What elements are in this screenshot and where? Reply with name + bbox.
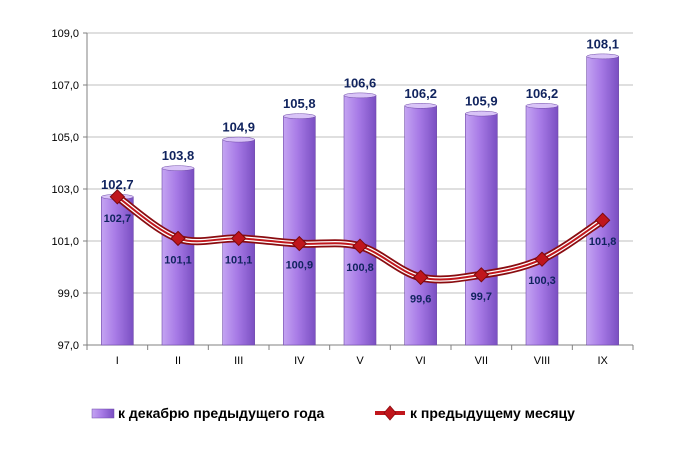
bar <box>586 56 619 346</box>
line-data-label: 102,7 <box>104 213 132 225</box>
line-data-label: 100,9 <box>286 260 314 272</box>
y-tick-label: 103,0 <box>51 184 79 196</box>
bar-top <box>343 92 377 99</box>
x-tick-label: II <box>175 355 181 367</box>
bar-data-label: 108,1 <box>586 36 619 51</box>
legend-line-label: к предыдущему месяцу <box>410 405 575 421</box>
bar-data-label: 106,2 <box>404 86 437 101</box>
bar-data-label: 106,2 <box>526 86 559 101</box>
data-labels: 102,7 103,8 104,9 105,8 106,6 106,2 105,9 106,2… <box>101 36 619 305</box>
bar <box>343 95 377 346</box>
x-tick-label: VIII <box>534 355 551 367</box>
line-data-label: 100,3 <box>528 275 556 287</box>
x-tick-label: VI <box>415 355 425 367</box>
bar-top <box>586 53 619 60</box>
line-point <box>473 267 490 283</box>
bar-top <box>222 136 255 143</box>
x-tick-label: I <box>116 355 119 367</box>
legend-bar-swatch <box>91 408 115 419</box>
line-point <box>170 230 186 247</box>
bar <box>404 105 437 346</box>
x-tick-label: IV <box>294 355 305 367</box>
bar <box>101 196 134 346</box>
line-point <box>109 189 126 205</box>
bar-data-label: 106,6 <box>344 75 377 90</box>
bar-top <box>283 113 316 119</box>
line-data-label: 100,8 <box>346 262 374 274</box>
x-tick-label: VII <box>475 355 488 367</box>
bar-data-label: 104,9 <box>222 120 255 135</box>
line-point <box>230 230 247 247</box>
bar-data-label: 102,7 <box>101 177 134 192</box>
y-tick-label: 107,0 <box>51 80 79 92</box>
y-tick-label: 97,0 <box>58 340 79 352</box>
bar-data-label: 105,8 <box>283 96 316 111</box>
line-data-label: 101,8 <box>589 236 617 248</box>
line-point <box>534 251 550 267</box>
legend-line-marker <box>383 405 397 421</box>
bar-top <box>161 165 195 171</box>
bar-top <box>525 103 559 109</box>
line-data-label: 99,7 <box>471 291 492 303</box>
y-tick-label: 99,0 <box>58 288 79 300</box>
y-tick-label: 109,0 <box>51 28 79 40</box>
y-tick-label: 101,0 <box>51 236 79 248</box>
bar <box>161 167 195 346</box>
line-point <box>291 235 308 252</box>
legend: к декабрю предыдущего года к предыдущему… <box>91 405 575 421</box>
bar-top <box>404 103 437 109</box>
bar <box>525 105 559 346</box>
line-data-label: 101,1 <box>225 254 253 266</box>
bar-top <box>465 110 498 117</box>
bar-data-label: 105,9 <box>465 94 498 109</box>
line-data-label: 99,6 <box>410 293 431 305</box>
bar <box>283 115 316 346</box>
line-data-label: 101,1 <box>164 254 192 266</box>
x-tick-label: III <box>234 355 243 367</box>
bar-data-label: 103,8 <box>162 148 195 163</box>
line-point <box>412 269 429 286</box>
line-point <box>352 238 368 254</box>
legend-bar-label: к декабрю предыдущего года <box>118 405 324 421</box>
y-tick-label: 105,0 <box>51 132 79 144</box>
x-tick-label: V <box>356 355 364 367</box>
line-series <box>109 189 611 286</box>
line-point <box>594 212 611 228</box>
x-tick-label: IX <box>597 355 608 367</box>
bar-series <box>101 53 619 346</box>
bar <box>465 113 498 346</box>
